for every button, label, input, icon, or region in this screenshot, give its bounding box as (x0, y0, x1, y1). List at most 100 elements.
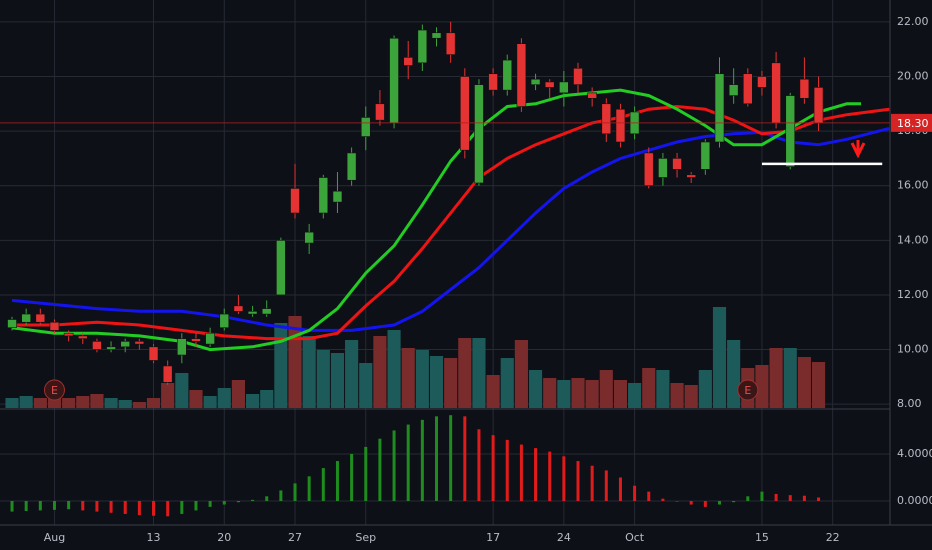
candle-body (375, 103, 385, 121)
candle-body (530, 78, 541, 85)
macd-bar (152, 501, 156, 516)
x-tick-label: 13 (147, 531, 161, 544)
volume-bar (599, 370, 613, 408)
volume-bar (486, 375, 500, 408)
macd-bar (647, 491, 651, 502)
macd-bar (406, 424, 410, 502)
volume-bar (557, 380, 571, 408)
candle-body (106, 346, 116, 350)
volume-bar (316, 350, 330, 408)
volume-bar (146, 398, 161, 408)
candle-body (601, 103, 612, 135)
macd-bar (335, 461, 339, 502)
macd-bar (194, 501, 198, 511)
macd-bar (746, 496, 750, 502)
volume-bar (5, 398, 19, 408)
macd-bar (95, 501, 99, 512)
volume-bar (783, 348, 797, 408)
candle-body (120, 341, 131, 348)
macd-bar (774, 493, 778, 502)
volume-bar (203, 396, 217, 408)
macd-bar (208, 501, 212, 507)
macd-bar (236, 501, 240, 503)
volume-bar (444, 358, 458, 408)
macd-bar (802, 495, 806, 502)
candle-body (233, 305, 244, 312)
volume-bar (330, 353, 345, 408)
candle-body (742, 73, 753, 105)
candle-body (290, 188, 300, 214)
candle-body (785, 95, 796, 167)
moving-average-line (11, 126, 890, 332)
candle-body (276, 240, 286, 296)
volume-bar (585, 380, 599, 408)
x-tick-label: Oct (625, 531, 645, 544)
y-tick-label: 14.00 (897, 233, 929, 246)
volume-bar (132, 402, 146, 408)
x-tick-label: 20 (217, 531, 231, 544)
macd-bar (137, 501, 141, 516)
price-layer (0, 21, 890, 386)
macd-bar (222, 501, 226, 505)
candle-body (403, 57, 414, 66)
candle-body (49, 321, 60, 331)
candle-body (658, 158, 668, 178)
earnings-marker (43, 379, 65, 401)
volume-bar (189, 390, 203, 408)
candle-body (304, 231, 314, 244)
macd-bar (420, 419, 424, 502)
macd-tick-label: 4.0000 (897, 447, 932, 460)
y-tick-label: 12.00 (897, 288, 929, 301)
x-tick-label: 15 (755, 531, 769, 544)
candle-body (714, 73, 725, 143)
volume-bar (401, 348, 415, 408)
volume-bar (727, 340, 741, 408)
macd-bar (307, 476, 311, 502)
x-tick-label: 22 (826, 531, 840, 544)
macd-bar (534, 448, 538, 502)
candle-body (219, 313, 230, 329)
macd-bar (491, 435, 495, 502)
candle-body (643, 152, 654, 187)
volume-bar (260, 390, 274, 408)
candle-body (728, 84, 739, 96)
macd-bar (562, 456, 566, 502)
candle-body (445, 32, 456, 55)
macd-bar (109, 501, 113, 513)
volume-bar (19, 396, 33, 408)
candle-body (247, 311, 258, 315)
last-price-label: 18.30 (897, 117, 929, 130)
volume-bar (429, 356, 444, 408)
macd-bar (265, 496, 269, 502)
macd-bar (350, 453, 354, 502)
volume-bar (571, 378, 585, 408)
macd-bar (52, 501, 56, 510)
candle-body (417, 29, 428, 64)
volume-bar (373, 336, 387, 408)
candle-body (516, 43, 527, 107)
macd-bar (321, 468, 325, 502)
macd-bar (10, 501, 14, 512)
macd-bar (81, 501, 85, 511)
macd-bar (661, 498, 665, 502)
x-tick-label: 17 (486, 531, 500, 544)
macd-bar (817, 497, 821, 502)
down-arrow (850, 140, 866, 159)
volume-bar (161, 383, 175, 408)
volume-bar (302, 336, 316, 408)
macd-bar (548, 451, 552, 502)
candle-body (346, 152, 357, 181)
candle-body (177, 338, 187, 356)
macd-bar (505, 439, 509, 502)
macd-bar (38, 501, 42, 511)
macd-bar (435, 416, 439, 502)
macd-bar (675, 501, 679, 502)
volume-bar (642, 368, 656, 408)
candle-body (92, 341, 102, 350)
volume-bar (274, 323, 288, 408)
candle-body (332, 190, 343, 203)
candle-body (318, 177, 329, 214)
candle-body (757, 76, 767, 88)
candle-body (191, 338, 201, 342)
